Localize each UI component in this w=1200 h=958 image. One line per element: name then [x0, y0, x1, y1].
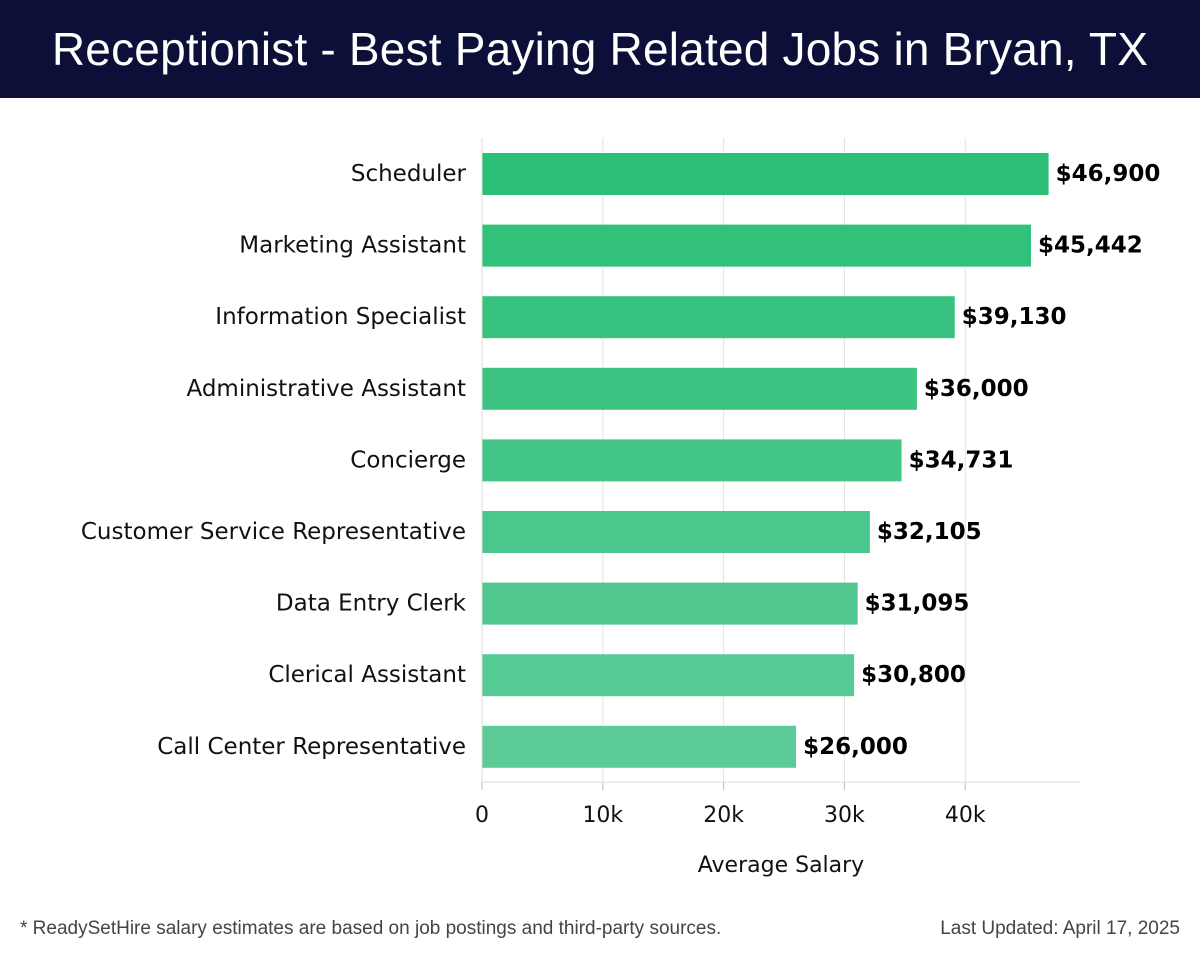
- category-label: Marketing Assistant: [239, 233, 466, 259]
- bar: [482, 439, 902, 482]
- value-label: $34,731: [909, 447, 1014, 473]
- value-label: $46,900: [1056, 161, 1161, 187]
- labels: Scheduler $46,900 Marketing Assistant $45,4…: [81, 161, 1160, 760]
- category-label: Data Entry Clerk: [276, 591, 467, 617]
- value-label: $45,442: [1038, 233, 1143, 259]
- value-label: $39,130: [962, 304, 1067, 330]
- x-tick-label: 40k: [945, 803, 986, 828]
- category-label: Concierge: [350, 447, 466, 473]
- chart-header: Receptionist - Best Paying Related Jobs …: [0, 0, 1200, 98]
- category-label: Clerical Assistant: [268, 662, 466, 688]
- x-tick-label: 10k: [582, 803, 623, 828]
- bar: [482, 725, 797, 768]
- bar: [482, 654, 855, 697]
- bars: [482, 153, 1049, 768]
- value-label: $26,000: [803, 734, 908, 760]
- category-label: Scheduler: [351, 161, 467, 187]
- bar: [482, 153, 1049, 195]
- category-label: Call Center Representative: [157, 734, 466, 760]
- bar: [482, 367, 917, 410]
- x-axis-title: Average Salary: [698, 853, 864, 878]
- bar-chart: 0 10k 20k 30k 40k Scheduler $46,900 Marketing …: [81, 138, 1160, 878]
- value-label: $36,000: [924, 376, 1029, 402]
- x-axis: 0 10k 20k 30k 40k: [475, 138, 1080, 828]
- bar: [482, 224, 1031, 267]
- bar: [482, 296, 955, 339]
- category-label: Administrative Assistant: [186, 376, 466, 402]
- chart-title: Receptionist - Best Paying Related Jobs …: [51, 23, 1149, 75]
- bar: [482, 582, 858, 625]
- category-label: Information Specialist: [215, 304, 466, 330]
- category-label: Customer Service Representative: [81, 519, 466, 545]
- value-label: $32,105: [877, 519, 982, 545]
- value-label: $30,800: [861, 662, 966, 688]
- last-updated: Last Updated: April 17, 2025: [940, 918, 1180, 939]
- value-label: $31,095: [865, 591, 970, 617]
- bar: [482, 511, 870, 553]
- footer-note: * ReadySetHire salary estimates are base…: [20, 918, 722, 939]
- x-tick-label: 0: [475, 803, 489, 828]
- x-tick-label: 20k: [703, 803, 744, 828]
- x-tick-label: 30k: [824, 803, 865, 828]
